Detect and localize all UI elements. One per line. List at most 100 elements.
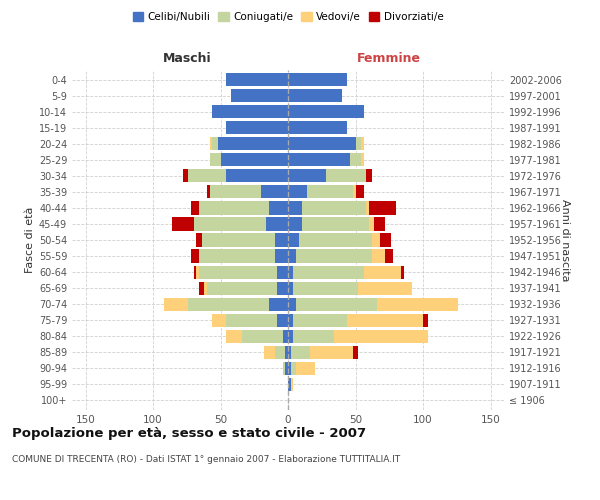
Bar [286, 362, 288, 375]
Bar [355, 137, 361, 150]
Bar [347, 314, 423, 327]
Bar [210, 137, 212, 150]
Bar [353, 346, 358, 359]
Bar [232, 89, 288, 102]
Bar [269, 298, 288, 310]
Bar [296, 250, 372, 262]
Bar [293, 266, 364, 278]
Bar [288, 121, 347, 134]
Bar [358, 282, 412, 294]
Y-axis label: Fasce di età: Fasce di età [25, 207, 35, 273]
Bar [369, 218, 374, 230]
Bar [193, 218, 266, 230]
Bar [290, 362, 296, 375]
Bar [226, 314, 277, 327]
Bar [361, 153, 364, 166]
Bar [423, 314, 428, 327]
Bar [369, 202, 396, 214]
Bar [226, 330, 242, 343]
Bar [275, 250, 288, 262]
Bar [188, 170, 226, 182]
Bar [188, 298, 269, 310]
Bar [288, 378, 290, 391]
Bar [377, 298, 458, 310]
Bar [288, 298, 296, 310]
Bar [226, 121, 288, 134]
Bar [283, 330, 288, 343]
Bar [366, 202, 369, 214]
Bar [364, 266, 401, 278]
Bar [199, 266, 277, 278]
Bar [288, 170, 326, 182]
Text: COMUNE DI TRECENTA (RO) - Dati ISTAT 1° gennaio 2007 - Elaborazione TUTTITALIA.I: COMUNE DI TRECENTA (RO) - Dati ISTAT 1° … [12, 455, 400, 464]
Bar [401, 266, 404, 278]
Bar [288, 250, 296, 262]
Bar [288, 330, 293, 343]
Bar [212, 105, 288, 118]
Bar [191, 250, 199, 262]
Bar [288, 266, 293, 278]
Text: Popolazione per età, sesso e stato civile - 2007: Popolazione per età, sesso e stato civil… [12, 428, 366, 440]
Bar [296, 298, 377, 310]
Bar [277, 266, 288, 278]
Bar [290, 378, 293, 391]
Bar [199, 282, 204, 294]
Bar [288, 218, 302, 230]
Bar [212, 137, 218, 150]
Bar [269, 202, 288, 214]
Bar [261, 186, 288, 198]
Bar [307, 186, 353, 198]
Bar [372, 234, 380, 246]
Bar [218, 137, 288, 150]
Bar [334, 330, 428, 343]
Bar [266, 218, 288, 230]
Bar [212, 314, 226, 327]
Bar [202, 234, 275, 246]
Bar [361, 137, 364, 150]
Bar [355, 186, 364, 198]
Bar [204, 282, 207, 294]
Bar [296, 362, 315, 375]
Bar [288, 153, 350, 166]
Bar [199, 250, 275, 262]
Bar [210, 186, 261, 198]
Bar [199, 202, 269, 214]
Bar [288, 89, 342, 102]
Text: Femmine: Femmine [357, 52, 421, 65]
Bar [302, 218, 369, 230]
Bar [277, 314, 288, 327]
Bar [299, 234, 372, 246]
Bar [196, 266, 199, 278]
Bar [288, 73, 347, 86]
Bar [293, 282, 358, 294]
Bar [207, 186, 210, 198]
Bar [353, 186, 355, 198]
Bar [193, 266, 196, 278]
Bar [302, 202, 366, 214]
Bar [372, 250, 385, 262]
Text: Maschi: Maschi [163, 52, 211, 65]
Bar [380, 234, 391, 246]
Bar [288, 362, 290, 375]
Bar [210, 153, 221, 166]
Bar [226, 73, 288, 86]
Bar [288, 202, 302, 214]
Bar [288, 314, 293, 327]
Bar [288, 105, 364, 118]
Bar [288, 234, 299, 246]
Bar [283, 362, 286, 375]
Bar [275, 346, 286, 359]
Bar [293, 314, 347, 327]
Bar [226, 170, 288, 182]
Bar [366, 170, 372, 182]
Bar [286, 346, 288, 359]
Bar [164, 298, 188, 310]
Bar [326, 170, 366, 182]
Bar [172, 218, 193, 230]
Bar [264, 346, 275, 359]
Bar [374, 218, 385, 230]
Bar [290, 346, 310, 359]
Bar [288, 186, 307, 198]
Y-axis label: Anni di nascita: Anni di nascita [560, 198, 570, 281]
Bar [275, 234, 288, 246]
